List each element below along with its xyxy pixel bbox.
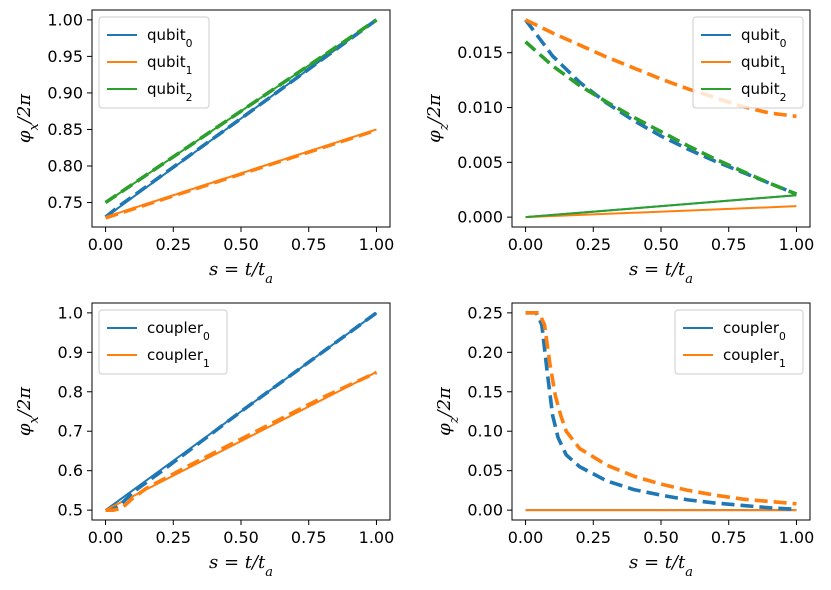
y-tick-label: 0.6	[58, 461, 83, 480]
legend: coupler0 coupler1	[674, 309, 804, 375]
y-tick-label: 1.00	[47, 10, 83, 29]
series-line-4-dashed	[104, 18, 378, 219]
legend-box	[674, 309, 804, 375]
y-tick-label: 0.00	[467, 501, 503, 520]
legend-box	[98, 16, 210, 109]
legend-box	[98, 309, 228, 375]
y-tick-label: 0.90	[47, 83, 83, 102]
y-tick-label: 0.015	[457, 43, 503, 62]
y-tick-label: 0.8	[58, 382, 83, 401]
legend-entry: qubit2	[741, 80, 786, 104]
x-tick-label: 1.00	[359, 235, 395, 254]
x-tick-label: 0.25	[575, 528, 611, 547]
legend-entry: coupler0	[723, 319, 786, 343]
x-axis-label: s = t/ta	[629, 552, 693, 580]
x-tick-label: 1.00	[779, 235, 815, 254]
series-line-6-dashed	[104, 18, 378, 205]
x-tick-label: 0.50	[643, 528, 679, 547]
y-tick-label: 0.10	[467, 422, 503, 441]
series-line-4-dashed	[525, 311, 797, 506]
legend-entry: qubit0	[741, 26, 787, 50]
series-line-3-solid	[525, 194, 797, 219]
y-tick-label: 0.010	[457, 98, 503, 117]
y-axis-label: φx/2π	[14, 386, 42, 436]
chart-panel-1: 0.00 0.25 0.50 0.75 1.00 0.75 0.80 0.85 0.90 0.95…	[14, 9, 395, 287]
series-line-4-dashed	[524, 18, 798, 196]
chart-panel-3: 0.00 0.25 0.50 0.75 1.00 0.5 0.6 0.7 0.8 0.9 1.0 s …	[14, 302, 395, 580]
x-tick-label: 0.00	[88, 235, 124, 254]
x-axis-label: s = t/ta	[209, 552, 273, 580]
series-line-5-dashed	[524, 18, 797, 119]
legend-entry: coupler0	[147, 319, 210, 343]
x-tick-label: 0.50	[223, 235, 259, 254]
x-tick-label: 0.25	[155, 528, 191, 547]
x-tick-label: 0.75	[291, 528, 327, 547]
legend-entry: coupler1	[723, 346, 786, 370]
legend-entry: qubit1	[741, 53, 786, 77]
x-tick-label: 0.50	[223, 528, 259, 547]
series-line-4-dashed	[105, 370, 378, 512]
legend: coupler0 coupler1	[98, 309, 228, 375]
y-tick-label: 0.000	[457, 208, 503, 227]
y-tick-label: 0.85	[47, 120, 83, 139]
y-tick-label: 0.005	[457, 153, 503, 172]
series-line-5-dashed	[104, 128, 378, 220]
legend-box	[692, 16, 804, 109]
y-tick-label: 1.0	[58, 303, 83, 322]
y-tick-label: 0.80	[47, 156, 83, 175]
y-tick-label: 0.75	[47, 193, 83, 212]
series-line-3-dashed	[525, 311, 797, 512]
y-tick-label: 0.05	[467, 461, 503, 480]
chart-panel-4: 0.00 0.25 0.50 0.75 1.00 0.00 0.05 0.10 0.15 0.20…	[434, 302, 815, 580]
y-tick-label: 0.5	[58, 501, 83, 520]
chart-panel-2: 0.00 0.25 0.50 0.75 1.00 0.000 0.005 0.010 0.015…	[424, 9, 815, 287]
x-tick-label: 0.25	[155, 235, 191, 254]
series-line-1-solid	[104, 19, 378, 218]
legend-entry: qubit1	[147, 53, 192, 77]
y-tick-label: 0.9	[58, 343, 83, 362]
y-tick-label: 0.15	[467, 382, 503, 401]
legend-entry: qubit0	[147, 26, 193, 50]
x-tick-label: 0.75	[711, 235, 747, 254]
legend-entry: qubit2	[147, 80, 192, 104]
x-tick-label: 0.75	[711, 528, 747, 547]
legend: qubit0 qubit1 qubit2	[692, 16, 804, 109]
series-line-6-dashed	[524, 40, 798, 196]
x-tick-label: 0.00	[508, 528, 544, 547]
x-tick-label: 0.75	[291, 235, 327, 254]
x-axis-label: s = t/ta	[209, 259, 273, 287]
y-axis-label: φz/2π	[434, 386, 462, 436]
series-line-2-solid	[525, 205, 797, 219]
x-tick-label: 0.50	[643, 235, 679, 254]
y-tick-label: 0.95	[47, 47, 83, 66]
x-tick-label: 0.00	[88, 528, 124, 547]
legend: qubit0 qubit1 qubit2	[98, 16, 210, 109]
y-tick-label: 0.25	[467, 303, 503, 322]
x-tick-label: 0.00	[508, 235, 544, 254]
x-tick-label: 1.00	[359, 528, 395, 547]
y-axis-label: φx/2π	[14, 93, 42, 143]
y-axis-label: φz/2π	[424, 93, 452, 143]
y-tick-label: 0.20	[467, 343, 503, 362]
x-tick-label: 0.25	[575, 235, 611, 254]
x-tick-label: 1.00	[779, 528, 815, 547]
y-tick-label: 0.7	[58, 422, 83, 441]
x-axis-label: s = t/ta	[629, 259, 693, 287]
legend-entry: coupler1	[147, 346, 210, 370]
